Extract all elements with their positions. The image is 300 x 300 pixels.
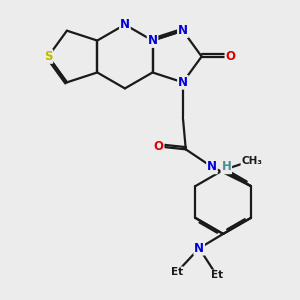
Text: N: N [178,24,188,37]
Text: N: N [120,18,130,31]
Text: N: N [194,242,204,255]
Text: S: S [44,50,52,63]
Text: O: O [225,50,236,63]
Text: N: N [148,34,158,47]
Text: N: N [207,160,217,173]
Text: CH₃: CH₃ [241,155,262,166]
Text: Et: Et [171,267,183,277]
Text: H: H [221,160,231,173]
Text: N: N [178,76,188,89]
Text: Et: Et [211,270,223,280]
Text: O: O [154,140,164,153]
